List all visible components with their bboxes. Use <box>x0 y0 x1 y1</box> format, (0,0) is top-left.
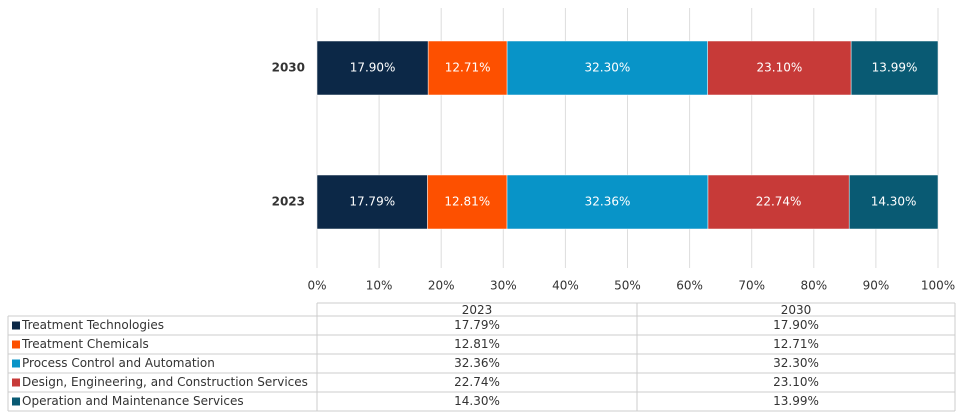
x-tick-label: 10% <box>366 279 393 293</box>
table-cell: 22.74% <box>454 375 500 389</box>
table-header: 2023 <box>462 303 493 317</box>
x-tick-label: 40% <box>552 279 579 293</box>
x-tick-label: 30% <box>490 279 517 293</box>
table-header: 2030 <box>781 303 812 317</box>
y-tick-label: 2030 <box>272 61 305 75</box>
data-label: 17.79% <box>349 195 395 209</box>
data-label: 22.74% <box>756 195 802 209</box>
legend-swatch <box>12 340 20 349</box>
bar-segment <box>506 174 709 230</box>
legend-label: Treatment Chemicals <box>21 337 149 351</box>
legend-label: Design, Engineering, and Construction Se… <box>22 375 308 389</box>
table-cell: 12.81% <box>454 337 500 351</box>
bar-segment <box>427 40 508 96</box>
x-tick-label: 20% <box>428 279 455 293</box>
x-tick-label: 80% <box>800 279 827 293</box>
x-tick-label: 60% <box>676 279 703 293</box>
legend-swatch <box>12 378 20 387</box>
x-tick-label: 90% <box>863 279 890 293</box>
legend-label: Process Control and Automation <box>22 356 215 370</box>
bar-segment <box>427 174 508 230</box>
x-tick-label: 100% <box>921 279 955 293</box>
legend-swatch <box>12 321 20 330</box>
y-tick-label: 2023 <box>272 195 305 209</box>
data-label: 17.90% <box>350 61 396 75</box>
x-tick-label: 70% <box>738 279 765 293</box>
table-cell: 32.36% <box>454 356 500 370</box>
data-label: 13.99% <box>872 61 918 75</box>
data-label: 12.81% <box>444 195 490 209</box>
data-label: 14.30% <box>871 195 917 209</box>
bar-segment <box>848 174 939 230</box>
data-label: 23.10% <box>757 61 803 75</box>
table-cell: 13.99% <box>773 394 819 408</box>
bar-segment <box>316 40 429 96</box>
table-cell: 23.10% <box>773 375 819 389</box>
x-tick-label: 0% <box>307 279 326 293</box>
table-cell: 32.30% <box>773 356 819 370</box>
legend-label: Operation and Maintenance Services <box>22 394 244 408</box>
table-cell: 14.30% <box>454 394 500 408</box>
data-label: 32.36% <box>585 195 631 209</box>
x-tick-label: 50% <box>614 279 641 293</box>
bar-segment <box>850 40 939 96</box>
legend-swatch <box>12 397 20 406</box>
data-label: 32.30% <box>584 61 630 75</box>
data-label: 12.71% <box>445 61 491 75</box>
legend-label: Treatment Technologies <box>21 318 164 332</box>
table-cell: 17.79% <box>454 318 500 332</box>
table-cell: 17.90% <box>773 318 819 332</box>
table-cell: 12.71% <box>773 337 819 351</box>
bar-segment <box>316 174 428 230</box>
bar-segment <box>707 40 852 96</box>
legend-swatch <box>12 359 20 368</box>
bar-segment <box>707 174 850 230</box>
